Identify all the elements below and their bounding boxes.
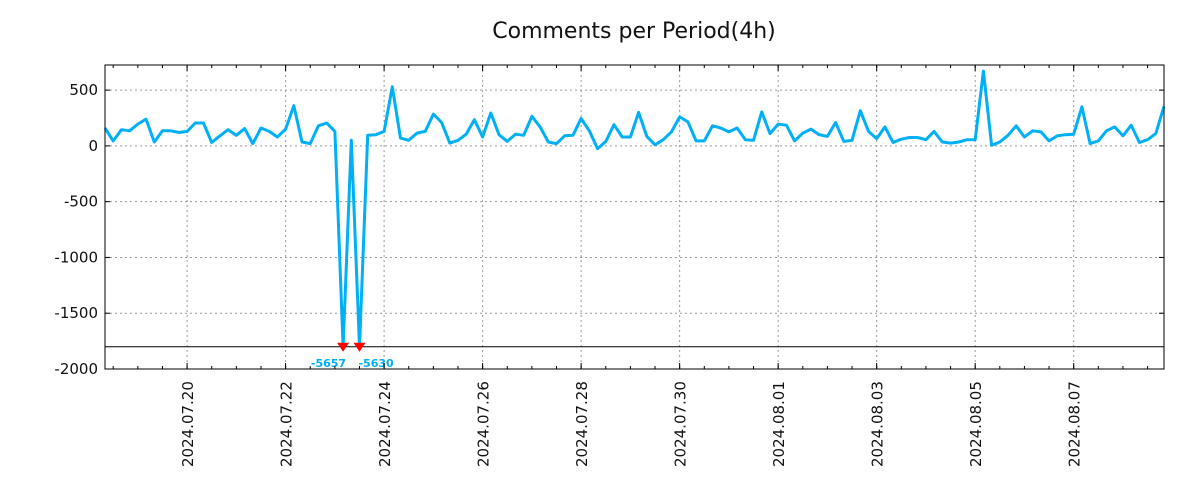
plot-frame (104, 64, 1165, 370)
x-tick-label: 2024.07.26 (475, 381, 493, 467)
y-tick-label: -1000 (54, 248, 98, 266)
x-tick-label: 2024.07.30 (672, 381, 690, 467)
x-tick-label: 2024.08.01 (770, 381, 788, 467)
y-tick-label: 500 (69, 81, 98, 99)
annotation-label: -5630 (358, 357, 394, 370)
chart-title: Comments per Period(4h) (492, 19, 776, 44)
clip-marker-icon (337, 342, 350, 352)
y-tick-label: -500 (64, 193, 98, 211)
clip-marker-icon (353, 342, 366, 352)
axes: 500 0 -500 -1000 -1500 -2000 2024.07.20 2024.07… (54, 64, 1165, 467)
annotation-label: -5657 (311, 357, 346, 370)
x-tick-label: 2024.07.28 (573, 381, 591, 467)
x-tick-label: 2024.08.07 (1066, 381, 1084, 467)
x-tick-label: 2024.08.03 (869, 381, 887, 467)
y-tick-label: -2000 (54, 360, 98, 378)
grid (105, 65, 1164, 369)
y-tick-label: 0 (88, 137, 98, 155)
x-tick-label: 2024.07.22 (278, 381, 296, 467)
y-tick-label: -1500 (54, 304, 98, 322)
x-tick-label: 2024.08.05 (967, 381, 985, 467)
x-tick-label: 2024.07.20 (179, 381, 197, 467)
series-layer: -5657 -5630 (103, 69, 1166, 370)
series-line-comments (103, 69, 1166, 349)
x-tick-label: 2024.07.24 (376, 381, 394, 467)
